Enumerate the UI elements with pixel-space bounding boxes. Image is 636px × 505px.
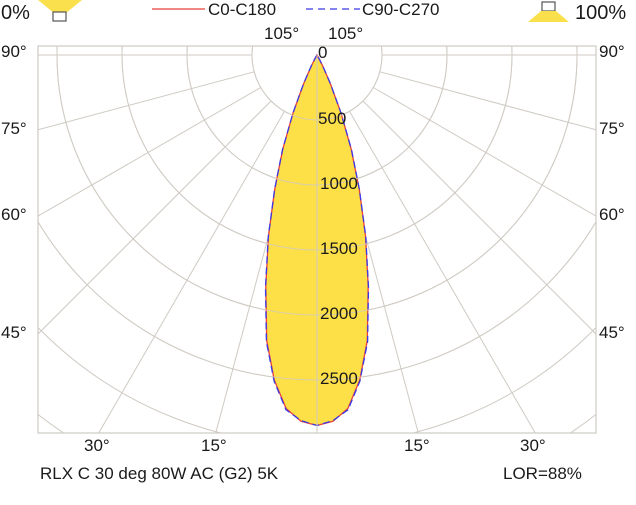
- angle-label-right-45: 45°: [599, 323, 625, 342]
- radial-label-0: 0: [318, 43, 328, 62]
- radial-label-2500: 2500: [320, 369, 358, 388]
- angle-label-left-45: 45°: [1, 323, 27, 342]
- angle-label-top-left: 105°: [264, 24, 300, 43]
- radial-label-1000: 1000: [320, 174, 358, 193]
- angle-label-left-90: 90°: [1, 42, 27, 61]
- downlight-icon-0-percent: [38, 0, 82, 22]
- lor-value: LOR=88%: [503, 464, 582, 483]
- angle-label-left-75: 75°: [1, 119, 27, 138]
- plot-frame: [37, 45, 597, 434]
- legend-label-c0-c180: C0-C180: [208, 0, 277, 19]
- angle-label-bottom-left-30: 30°: [84, 436, 110, 455]
- angle-label-right-90: 90°: [599, 42, 625, 61]
- angle-label-top-right: 105°: [328, 24, 364, 43]
- upward-flux-percent: 100%: [575, 2, 627, 24]
- angle-label-right-75: 75°: [599, 119, 625, 138]
- angle-label-bottom-right-30: 30°: [520, 436, 546, 455]
- luminaire-name: RLX C 30 deg 80W AC (G2) 5K: [40, 464, 279, 483]
- radial-label-2000: 2000: [320, 304, 358, 323]
- angle-label-bottom-left-15: 15°: [201, 436, 227, 455]
- radial-label-1500: 1500: [320, 239, 358, 258]
- angle-label-left-60: 60°: [1, 205, 27, 224]
- intensity-curves: [38, 46, 596, 433]
- uplight-icon-100-percent: [528, 1, 569, 22]
- radial-label-500: 500: [318, 109, 347, 128]
- legend-label-c90-c270: C90-C270: [362, 0, 440, 19]
- angle-label-right-60: 60°: [599, 205, 625, 224]
- downward-flux-percent: 0%: [1, 2, 30, 24]
- angle-label-bottom-right-15: 15°: [404, 436, 430, 455]
